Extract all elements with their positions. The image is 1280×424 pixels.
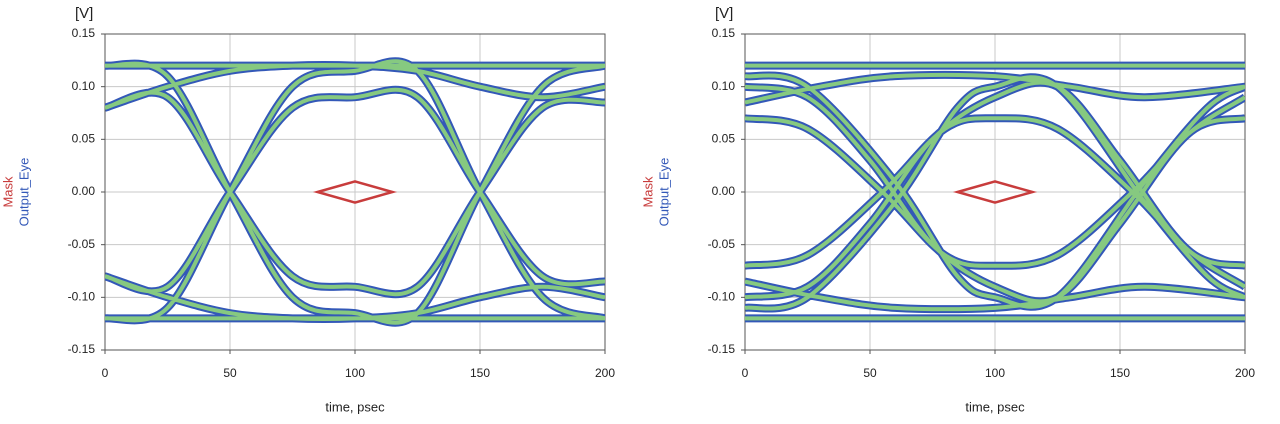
y-tick-label: -0.05 [708,237,736,251]
y-tick-label: -0.15 [708,342,736,356]
y-tick-label: -0.10 [708,290,736,304]
plot-area [105,57,605,327]
y-tick-label: 0.15 [72,26,96,40]
plot-frame [104,33,606,351]
series-name: Mask [640,176,655,208]
x-axis-title: time, psec [965,399,1025,414]
y-axis-title: Mask Output_Eye [640,158,671,227]
mask [952,180,1038,204]
x-tick-label: 150 [470,366,490,380]
x-tick-label: 150 [1110,366,1130,380]
x-tick-label: 0 [742,366,749,380]
x-tick-label: 50 [863,366,877,380]
y-tick-label: 0.05 [72,132,96,146]
x-tick-label: 100 [345,366,365,380]
x-tick-label: 50 [223,366,237,380]
y-tick-label: -0.15 [68,342,96,356]
x-tick-label: 100 [985,366,1005,380]
y-tick-label: -0.10 [68,290,96,304]
x-tick-label: 200 [1235,366,1255,380]
chart: -0.15 -0.10 -0.05 0.00 0.05 0.10 0.15 0 50 100 150… [0,5,615,414]
x-axis-title: time, psec [325,399,385,414]
y-tick-label: 0.10 [72,79,96,93]
y-tick-label: 0.05 [712,132,736,146]
y-tick-label: 0.10 [712,79,736,93]
y-axis-title: Mask Output_Eye [0,158,31,227]
chart: -0.15 -0.10 -0.05 0.00 0.05 0.10 0.15 0 50 100 150… [640,5,1255,414]
mask [312,180,398,204]
eye-trace-core [745,63,1245,321]
y-tick-label: 0.00 [712,184,736,198]
eye-trace-core [105,59,605,325]
plot-area [745,61,1245,323]
y-tick-label: 0.15 [712,26,736,40]
plot-frame [744,33,1246,351]
y-unit: [V] [715,5,733,22]
x-tick-label: 0 [102,366,109,380]
series-name: Output_Eye [656,158,671,227]
y-unit: [V] [75,5,93,22]
y-tick-label: 0.00 [72,184,96,198]
series-name: Mask [0,176,15,208]
x-tick-label: 200 [595,366,615,380]
y-tick-label: -0.05 [68,237,96,251]
series-name: Output_Eye [16,158,31,227]
